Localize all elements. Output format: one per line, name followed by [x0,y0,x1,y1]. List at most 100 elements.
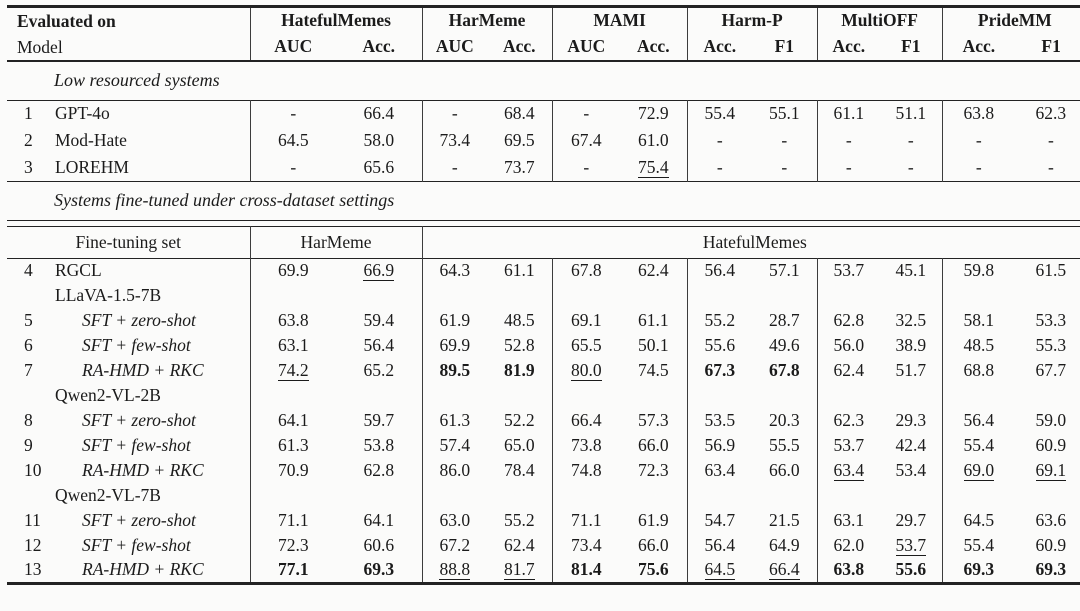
value-cell: 64.5 [942,508,1015,533]
value-cell: 53.5 [687,408,752,433]
value-cell: 62.8 [817,308,880,333]
table-row: 7 RA-HMD + RKC 74.2 65.2 89.5 81.9 80.0 74.5 67.… [7,358,1080,383]
value-cell: 66.0 [752,458,818,483]
value-text: 77.1 [277,559,309,580]
value-text: 60.9 [1035,535,1067,555]
value-cell: 86.0 [422,458,487,483]
value-text: 58.1 [963,310,995,330]
header-metric-row: AUC Acc. AUC Acc. AUC Acc. Acc. F1 Acc. … [7,33,1080,61]
value-cell: 60.9 [1015,533,1080,558]
value-cell: 29.3 [880,408,943,433]
value-cell: 55.6 [687,333,752,358]
value-cell: 56.4 [687,533,752,558]
value-cell [1015,383,1080,408]
value-text: 67.8 [769,360,800,380]
value-text: 73.4 [570,535,602,555]
value-text: 45.1 [895,260,927,281]
value-cell [620,383,688,408]
value-text: 53.3 [1035,310,1067,330]
value-cell: 59.4 [336,308,423,333]
value-text: - [1047,156,1054,177]
value-cell: 55.6 [880,558,943,583]
value-cell: - [552,100,620,127]
value-text: 61.3 [277,435,309,455]
value-text: 66.4 [570,410,602,430]
value-text: 66.4 [363,103,395,124]
value-cell: 63.8 [250,308,336,333]
value-text: 63.8 [833,559,865,580]
value-text: 65.5 [570,335,602,355]
value-text: 73.7 [503,156,535,177]
value-text: 62.3 [833,410,865,430]
value-cell: 65.0 [487,433,553,458]
value-cell: 60.9 [1015,433,1080,458]
value-text: 53.7 [833,260,865,281]
value-cell: 62.4 [620,258,688,283]
value-text: 65.6 [363,156,395,177]
value-cell: 67.4 [552,127,620,154]
header-metric: Acc. [336,33,423,61]
value-text: 66.9 [363,260,395,282]
value-cell: 88.8 [422,558,487,583]
value-cell: 71.1 [250,508,336,533]
model-name: Mod-Hate [45,127,251,154]
table-row: 2 Mod-Hate 64.5 58.0 73.4 69.5 67.4 61.0 - - - - - - [7,127,1080,154]
value-cell: 69.5 [487,127,553,154]
value-cell [687,283,752,308]
model-group-name: LLaVA-1.5-7B [45,283,251,308]
header-metric: Acc. [703,36,737,57]
value-cell: 66.0 [620,433,688,458]
value-text: 67.4 [570,130,602,150]
value-cell [336,283,423,308]
value-cell: 56.9 [687,433,752,458]
value-cell: 63.1 [817,508,880,533]
value-cell: 60.6 [336,533,423,558]
value-text: - [716,156,723,177]
value-text: 74.8 [570,460,602,480]
table-body: Low resourced systems 1 GPT-4o - 66.4 - 68.4 - 7… [7,61,1080,583]
value-cell [687,383,752,408]
value-cell: 69.9 [250,258,336,283]
value-text: 55.2 [503,510,535,530]
value-text: - [583,103,590,124]
value-cell: 75.4 [620,154,688,181]
value-cell: 67.8 [552,258,620,283]
row-number [7,383,45,408]
header-group-hatefulmemes: HatefulMemes [250,6,423,34]
value-cell [752,483,818,508]
header-metric: F1 [752,33,818,61]
value-cell: 69.1 [552,308,620,333]
value-cell: 64.5 [687,558,752,583]
value-text: - [907,156,914,177]
value-text: 55.1 [769,103,800,124]
finetuning-harmeme-span: HarMeme [250,226,423,258]
value-cell: 69.0 [942,458,1015,483]
value-cell: 29.7 [880,508,943,533]
results-table: Evaluated on Model HatefulMemes HarMeme … [7,5,1080,585]
value-text: 63.0 [439,510,471,530]
model-name: RA-HMD + RKC [45,558,251,583]
value-text: 67.2 [439,535,471,555]
value-cell: 62.8 [336,458,423,483]
value-text: 62.4 [503,535,535,555]
row-number: 3 [24,156,33,177]
value-text: 64.3 [439,260,471,281]
value-cell: 64.3 [422,258,487,283]
value-text: - [716,130,723,150]
value-cell: 63.4 [817,458,880,483]
value-cell: 55.4 [942,433,1015,458]
value-text: 66.4 [769,559,800,581]
value-cell: - [752,127,818,154]
model-name: SFT + zero-shot [45,408,251,433]
model-group-row: Qwen2-VL-2B [7,383,1080,408]
header-group-pridemm: PrideMM [977,10,1052,31]
value-text: 68.4 [503,103,535,124]
value-text: 81.4 [570,559,602,580]
value-cell: 53.3 [1015,308,1080,333]
value-text: 71.1 [570,510,602,530]
value-cell: - [250,100,336,127]
header-group-mami: MAMI [552,6,688,34]
row-number [7,483,45,508]
header-group-row: Evaluated on Model HatefulMemes HarMeme … [7,6,1080,61]
value-cell: 73.4 [552,533,620,558]
